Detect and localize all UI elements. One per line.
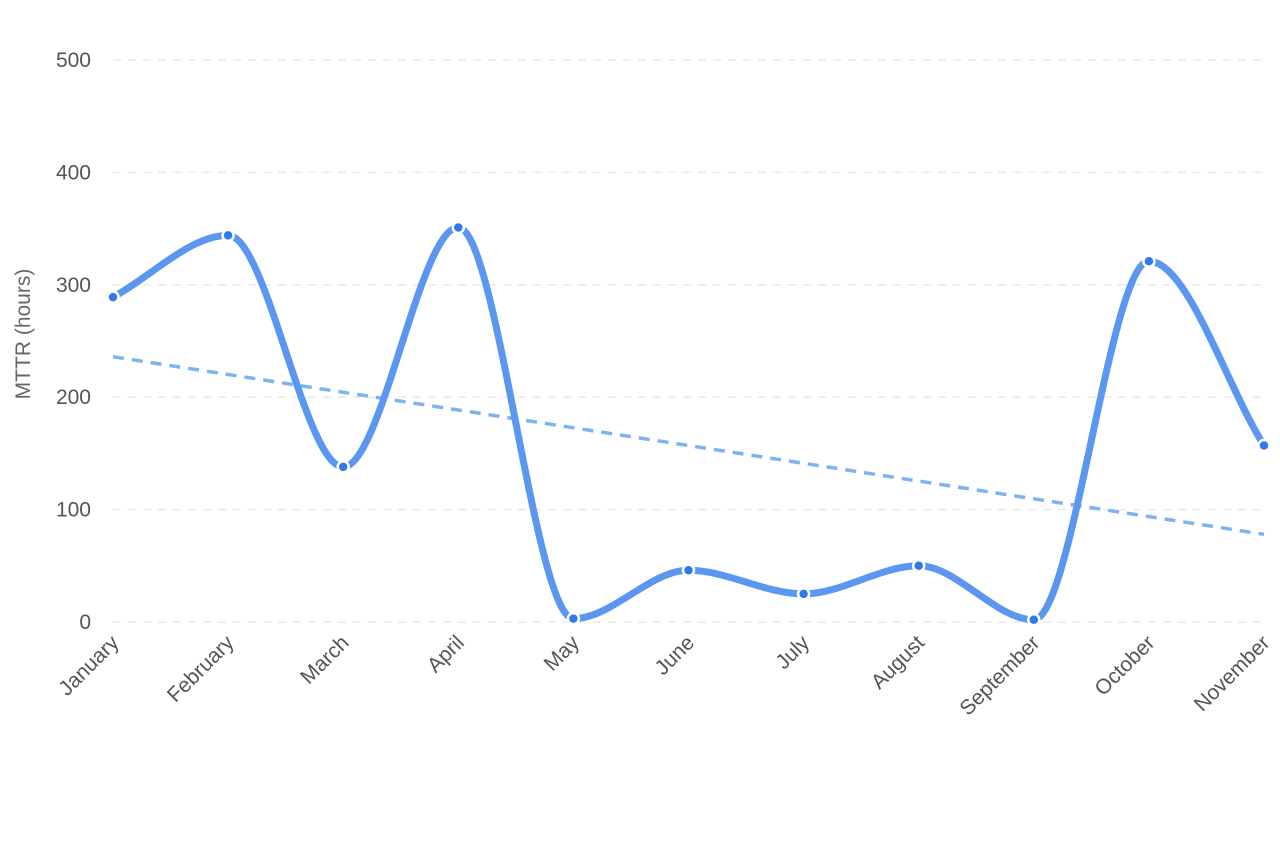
gridlines xyxy=(113,59,1264,623)
data-point[interactable] xyxy=(221,228,235,243)
x-tick-label: June xyxy=(651,631,699,679)
x-tick-label: February xyxy=(163,631,239,707)
x-tick-label: August xyxy=(867,631,930,694)
data-point[interactable] xyxy=(336,460,350,474)
y-tick-label: 0 xyxy=(79,611,91,634)
y-tick-label: 500 xyxy=(56,49,91,72)
x-tick-label: September xyxy=(955,631,1044,720)
trendline xyxy=(112,355,1265,537)
data-point[interactable] xyxy=(1142,254,1156,268)
data-point[interactable] xyxy=(1257,438,1271,453)
data-point[interactable] xyxy=(451,220,466,235)
series-line xyxy=(109,223,1268,624)
x-axis: January February March April May June July Augu… xyxy=(54,631,1274,720)
x-tick-label: January xyxy=(54,631,123,700)
x-tick-label: October xyxy=(1090,631,1159,700)
x-tick-label: July xyxy=(771,631,814,674)
y-tick-label: 200 xyxy=(56,386,91,409)
data-point[interactable] xyxy=(106,290,120,304)
data-point[interactable] xyxy=(911,559,926,573)
data-point[interactable] xyxy=(1027,613,1041,627)
y-axis: 0 100 200 300 400 500 xyxy=(56,49,91,634)
data-point[interactable] xyxy=(566,611,581,626)
data-points xyxy=(106,220,1271,627)
trend-line xyxy=(112,355,1265,537)
series-lines xyxy=(109,223,1268,624)
x-tick-label: November xyxy=(1190,631,1275,716)
y-tick-label: 100 xyxy=(56,499,91,522)
data-point[interactable] xyxy=(796,587,811,601)
y-axis-title: MTTR (hours) xyxy=(12,269,35,400)
x-tick-label: May xyxy=(540,631,585,676)
y-tick-label: 400 xyxy=(56,161,91,184)
data-point[interactable] xyxy=(681,563,696,578)
y-tick-label: 300 xyxy=(56,274,91,297)
x-tick-label: March xyxy=(296,631,354,689)
x-tick-label: April xyxy=(423,631,469,677)
